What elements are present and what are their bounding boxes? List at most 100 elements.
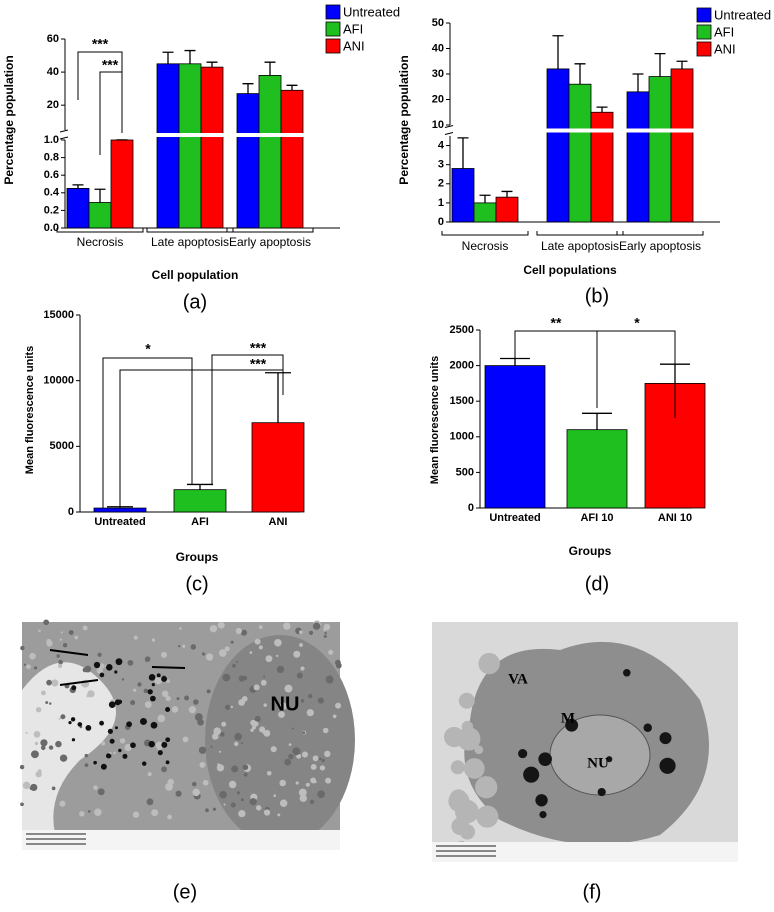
texture: [301, 751, 309, 758]
bar: [473, 202, 497, 223]
dense-body: [623, 669, 631, 677]
texture: [143, 688, 148, 693]
break-mark: [59, 129, 69, 133]
caption-line: [436, 850, 496, 852]
dense-body: [538, 752, 552, 766]
dense-body: [643, 723, 652, 733]
y-tick-label: 4: [438, 139, 445, 151]
x-tick-label: ANI: [269, 516, 288, 528]
y-tick-label: 30: [432, 68, 444, 80]
texture: [124, 743, 132, 752]
error-bar: [632, 73, 644, 92]
panel-label: (e): [173, 881, 197, 903]
y-tick-label: 10: [432, 119, 444, 131]
texture: [87, 690, 95, 698]
texture: [218, 750, 222, 753]
texture: [35, 706, 42, 713]
y-tick-label: 0.8: [44, 152, 59, 164]
bar: [200, 66, 224, 229]
texture: [230, 640, 234, 644]
significance-bracket: [596, 330, 676, 418]
texture: [292, 747, 301, 756]
particle: [108, 701, 116, 708]
texture: [309, 799, 315, 804]
particle: [126, 721, 132, 728]
x-tick-label: AFI 10: [580, 512, 613, 524]
texture: [288, 743, 292, 746]
texture: [68, 630, 74, 635]
x-tick-label: AFI: [191, 516, 209, 528]
texture: [284, 684, 293, 693]
texture: [328, 649, 334, 655]
texture: [96, 667, 103, 674]
texture: [235, 627, 242, 635]
texture: [295, 781, 299, 785]
y-tick-label: 0: [468, 502, 474, 514]
legend-swatch: [325, 4, 341, 20]
bar: [451, 168, 475, 223]
texture: [223, 803, 226, 806]
vacuole: [474, 745, 484, 755]
legend-label: AFI: [343, 21, 363, 36]
y-tick-label: 40: [47, 66, 59, 78]
error-bar: [479, 194, 491, 203]
texture: [212, 807, 216, 811]
texture: [324, 750, 331, 758]
texture: [278, 711, 285, 718]
dense-body: [535, 794, 548, 807]
texture: [300, 666, 305, 671]
texture: [133, 688, 137, 692]
texture: [260, 679, 267, 686]
significance-label: ***: [102, 57, 119, 73]
texture: [253, 684, 260, 691]
texture: [232, 664, 236, 668]
error-bar: [72, 184, 84, 189]
texture: [276, 654, 279, 658]
texture: [233, 741, 239, 747]
texture: [192, 788, 200, 797]
texture: [25, 731, 28, 734]
legend-label: ANI: [343, 38, 365, 53]
micrograph: NU: [19, 619, 355, 850]
y-axis-title: Mean fluorescence units: [429, 356, 441, 484]
vacuole: [444, 726, 465, 748]
texture: [97, 788, 105, 796]
legend-label: Untreated: [343, 4, 400, 19]
error-bar: [184, 49, 196, 64]
texture: [274, 638, 282, 647]
bar: [626, 91, 650, 223]
particle: [115, 658, 123, 666]
significance-label: ***: [250, 356, 267, 372]
texture: [151, 638, 156, 642]
particle: [93, 760, 97, 765]
y-tick-label: 5000: [50, 440, 74, 452]
texture: [325, 777, 332, 784]
particle: [100, 763, 107, 770]
category-bracket: [616, 231, 704, 236]
texture: [45, 701, 49, 705]
texture: [250, 719, 257, 726]
texture: [230, 705, 233, 709]
texture: [325, 675, 334, 684]
y-tick-label: 1000: [450, 431, 474, 443]
x-tick-label: Late apoptosis: [541, 239, 619, 253]
texture: [198, 746, 207, 754]
y-axis-title: Mean fluorescence units: [24, 346, 36, 474]
texture: [34, 741, 39, 746]
y-tick-label: 1500: [450, 395, 474, 407]
texture: [323, 628, 326, 632]
texture: [263, 809, 271, 816]
y-tick-label: 0: [68, 506, 74, 518]
particle: [151, 683, 155, 687]
texture: [155, 741, 164, 750]
bar: [258, 75, 282, 229]
bar: [66, 187, 90, 229]
texture: [284, 758, 292, 766]
error-bar: [94, 188, 106, 203]
texture: [176, 697, 180, 701]
texture: [263, 729, 271, 737]
y-tick-label: 0: [438, 216, 444, 228]
texture: [306, 709, 314, 717]
texture: [62, 642, 68, 648]
